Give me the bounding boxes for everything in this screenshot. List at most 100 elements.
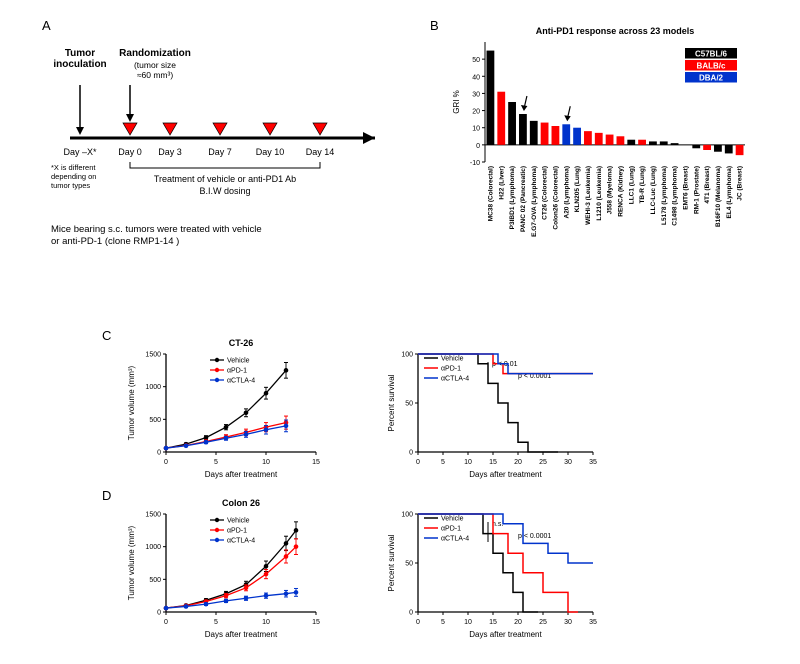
svg-text:TB-R (Lung): TB-R (Lung) [639,166,646,204]
svg-text:αCTLA-4: αCTLA-4 [441,536,469,543]
svg-text:BALB/c: BALB/c [697,62,726,71]
svg-text:Treatment of vehicle or anti-P: Treatment of vehicle or anti-PD1 Ab [154,174,296,184]
svg-text:35: 35 [589,619,597,626]
svg-text:500: 500 [149,417,161,424]
svg-text:Vehicle: Vehicle [441,356,464,363]
svg-text:15: 15 [489,619,497,626]
svg-text:EL4 (Lymphoma): EL4 (Lymphoma) [726,166,733,219]
panel-b-barchart: Anti-PD1 response across 23 models C57BL/… [440,22,770,292]
svg-text:Days after treatment: Days after treatment [205,470,278,479]
svg-text:MC38 (Colorectal): MC38 (Colorectal) [487,166,494,221]
svg-text:25: 25 [539,619,547,626]
svg-text:Day 7: Day 7 [208,147,232,157]
svg-text:αCTLA-4: αCTLA-4 [227,538,255,545]
svg-text:Tumor volume (mm³): Tumor volume (mm³) [127,365,136,440]
svg-text:A20 (Lymphoma): A20 (Lymphoma) [563,166,570,219]
svg-text:Mice bearing s.c. tumors were: Mice bearing s.c. tumors were treated wi… [51,224,262,235]
svg-text:αCTLA-4: αCTLA-4 [227,378,255,385]
svg-text:(tumor size: (tumor size [134,60,176,70]
svg-text:1000: 1000 [145,544,161,551]
panel-c: CT-26051015050010001500Days after treatm… [118,336,678,486]
svg-text:-10: -10 [470,160,480,167]
svg-text:0: 0 [409,450,413,457]
svg-text:30: 30 [564,459,572,466]
svg-text:αPD-1: αPD-1 [441,526,461,533]
svg-text:B16F10 (Melanoma): B16F10 (Melanoma) [715,166,722,227]
panel-label-c: C [102,328,111,343]
svg-text:1500: 1500 [145,512,161,519]
svg-text:0: 0 [164,459,168,466]
svg-text:100: 100 [401,512,413,519]
svg-text:20: 20 [514,459,522,466]
svg-text:C1498 (Lymphoma): C1498 (Lymphoma) [672,166,679,226]
svg-text:WEHI-3 (Leukemia): WEHI-3 (Leukemia) [585,166,592,225]
svg-text:1500: 1500 [145,352,161,359]
svg-text:CT26 (Colorectal): CT26 (Colorectal) [542,166,549,220]
svg-text:Vehicle: Vehicle [227,358,250,365]
svg-text:αPD-1: αPD-1 [227,368,247,375]
svg-text:10: 10 [464,459,472,466]
svg-text:J558 (Myeloma): J558 (Myeloma) [607,166,614,214]
svg-text:Anti-PD1 response across 23 mo: Anti-PD1 response across 23 models [536,26,695,36]
panel-label-b: B [430,18,439,33]
svg-text:B.I.W dosing: B.I.W dosing [199,186,250,196]
svg-text:or anti-PD-1 (clone RMP1-14 ): or anti-PD-1 (clone RMP1-14 ) [51,236,179,247]
svg-text:15: 15 [312,459,320,466]
svg-text:Day 0: Day 0 [118,147,142,157]
panel-d: Colon 26051015050010001500Days after tre… [118,496,678,646]
svg-text:≈60 mm³): ≈60 mm³) [137,70,173,80]
svg-text:50: 50 [405,401,413,408]
svg-text:H22 (Liver): H22 (Liver) [498,166,505,200]
svg-text:P3IBD1 (Lymphoma): P3IBD1 (Lymphoma) [509,166,516,229]
svg-text:DBA/2: DBA/2 [699,74,724,83]
svg-text:KLN205 (Lung): KLN205 (Lung) [574,166,581,212]
svg-text:5: 5 [441,619,445,626]
svg-text:1000: 1000 [145,384,161,391]
panel-label-d: D [102,488,111,503]
svg-text:EMT6 (Breast): EMT6 (Breast) [682,166,689,210]
svg-text:50: 50 [472,57,480,64]
svg-text:100: 100 [401,352,413,359]
svg-text:10: 10 [464,619,472,626]
svg-text:0: 0 [157,450,161,457]
svg-text:30: 30 [564,619,572,626]
svg-text:Colon26 (Colorectal): Colon26 (Colorectal) [552,166,559,230]
svg-text:E.G7-OVA (Lymphoma): E.G7-OVA (Lymphoma) [531,166,538,237]
svg-text:Percent survival: Percent survival [387,534,396,591]
svg-text:inoculation: inoculation [53,59,106,70]
svg-text:5: 5 [214,459,218,466]
svg-text:depending on: depending on [51,172,96,181]
svg-text:15: 15 [312,619,320,626]
svg-text:Colon 26: Colon 26 [222,498,260,508]
svg-text:500: 500 [149,577,161,584]
svg-text:GRI %: GRI % [452,90,461,114]
svg-text:Vehicle: Vehicle [441,516,464,523]
svg-text:Vehicle: Vehicle [227,518,250,525]
svg-text:αCTLA-4: αCTLA-4 [441,376,469,383]
svg-text:Day 3: Day 3 [158,147,182,157]
svg-text:20: 20 [514,619,522,626]
svg-text:Tumor volume (mm³): Tumor volume (mm³) [127,525,136,600]
svg-text:25: 25 [539,459,547,466]
svg-text:Day 14: Day 14 [306,147,335,157]
svg-text:Percent survival: Percent survival [387,374,396,431]
svg-text:0: 0 [164,619,168,626]
svg-text:30: 30 [472,91,480,98]
svg-text:50: 50 [405,561,413,568]
svg-text:Day –X*: Day –X* [63,147,97,157]
svg-text:Randomization: Randomization [119,48,191,59]
svg-text:0: 0 [409,610,413,617]
svg-text:C57BL/6: C57BL/6 [695,50,728,59]
svg-text:5: 5 [214,619,218,626]
svg-text:CT-26: CT-26 [229,338,254,348]
svg-text:35: 35 [589,459,597,466]
svg-text:0: 0 [157,610,161,617]
svg-text:LLC-Luc (Lung): LLC-Luc (Lung) [650,166,657,214]
svg-text:L1210 (Leukemia): L1210 (Leukemia) [596,166,603,221]
svg-text:0: 0 [416,459,420,466]
svg-text:RM-1 (Prostate): RM-1 (Prostate) [693,166,700,214]
svg-text:*X is different: *X is different [51,163,96,172]
svg-text:40: 40 [472,74,480,81]
svg-text:Days after treatment: Days after treatment [205,630,278,639]
svg-text:L5178 (Lymphoma): L5178 (Lymphoma) [661,166,668,225]
